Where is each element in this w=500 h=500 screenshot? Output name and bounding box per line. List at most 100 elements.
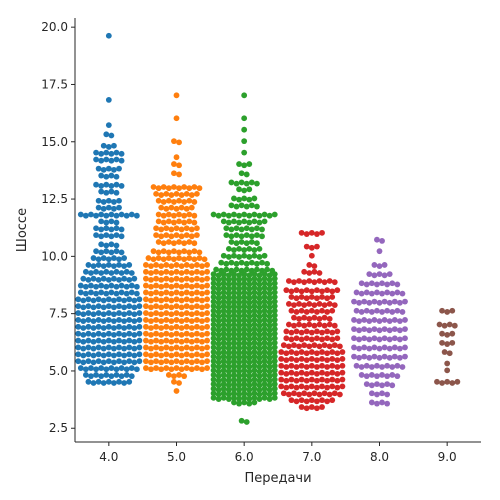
- data-point: [298, 288, 305, 295]
- data-point: [210, 326, 217, 332]
- data-point: [95, 358, 102, 365]
- data-point: [334, 335, 341, 342]
- data-point: [85, 303, 92, 310]
- data-point: [103, 290, 110, 297]
- data-point: [228, 233, 235, 240]
- data-point: [158, 352, 165, 359]
- data-point: [173, 275, 180, 282]
- data-point: [246, 219, 253, 226]
- data-point: [158, 204, 165, 211]
- data-point: [160, 248, 167, 255]
- data-point: [278, 349, 285, 355]
- data-point: [238, 267, 245, 274]
- data-point: [173, 115, 180, 122]
- data-point: [236, 331, 242, 338]
- swarm-series-9.0: [434, 307, 461, 386]
- data-point: [194, 323, 200, 330]
- data-point: [298, 404, 305, 410]
- data-point: [204, 317, 211, 323]
- data-point: [131, 352, 138, 359]
- data-point: [118, 183, 125, 189]
- data-point: [324, 328, 331, 335]
- data-point: [324, 370, 331, 377]
- data-point: [251, 372, 258, 378]
- data-point: [116, 351, 122, 358]
- data-point: [105, 144, 112, 150]
- data-point: [236, 318, 242, 325]
- data-point: [98, 226, 105, 233]
- data-point: [158, 283, 165, 290]
- data-point: [246, 295, 253, 302]
- data-point: [251, 211, 258, 218]
- data-point: [143, 275, 149, 282]
- data-point: [386, 336, 393, 343]
- data-point: [243, 225, 250, 232]
- data-point: [173, 310, 180, 316]
- data-point: [158, 297, 165, 304]
- data-point: [231, 321, 237, 328]
- data-point: [251, 275, 258, 282]
- data-point: [165, 239, 172, 245]
- data-point: [236, 396, 242, 402]
- data-point: [108, 241, 115, 248]
- y-tick-label: 15.0: [41, 135, 68, 149]
- data-point: [225, 322, 232, 329]
- y-axis-title: Шоссе: [15, 208, 30, 252]
- data-point: [85, 296, 92, 303]
- data-point: [371, 335, 378, 342]
- data-point: [366, 271, 373, 277]
- data-point: [98, 365, 105, 371]
- data-point: [298, 294, 305, 300]
- data-point: [319, 376, 325, 383]
- data-point: [178, 263, 185, 270]
- data-point: [334, 364, 341, 370]
- data-point: [261, 298, 268, 305]
- data-point: [293, 384, 300, 391]
- data-point: [374, 391, 380, 398]
- data-point: [173, 337, 180, 344]
- data-point: [353, 289, 360, 296]
- data-point: [329, 336, 336, 343]
- data-point: [85, 344, 92, 351]
- data-point: [397, 327, 403, 334]
- data-point: [271, 298, 278, 305]
- data-point: [143, 289, 149, 296]
- data-point: [291, 279, 297, 286]
- data-point: [215, 276, 222, 283]
- data-point: [148, 359, 154, 366]
- data-point: [111, 345, 117, 352]
- data-point: [251, 362, 258, 369]
- data-point: [256, 304, 263, 311]
- data-point: [308, 349, 315, 355]
- data-point: [178, 283, 185, 290]
- data-point: [351, 298, 357, 305]
- data-point: [121, 263, 128, 270]
- data-point: [158, 276, 165, 283]
- data-point: [116, 204, 122, 211]
- data-point: [241, 321, 248, 328]
- data-point: [155, 211, 162, 218]
- data-point: [118, 157, 125, 164]
- data-point: [111, 275, 117, 282]
- data-point: [163, 330, 170, 337]
- data-point: [303, 357, 310, 363]
- data-point: [306, 270, 313, 276]
- data-point: [379, 364, 385, 370]
- data-point: [371, 298, 378, 305]
- data-point: [220, 312, 227, 319]
- data-point: [225, 336, 232, 343]
- data-point: [264, 266, 271, 273]
- data-point: [241, 294, 248, 300]
- data-point: [168, 276, 175, 283]
- data-point: [271, 362, 278, 369]
- data-point: [246, 281, 253, 288]
- data-point: [251, 289, 258, 296]
- data-point: [80, 275, 87, 282]
- data-point: [236, 364, 242, 370]
- data-point: [105, 358, 112, 365]
- data-point: [256, 345, 263, 352]
- data-point: [116, 330, 122, 337]
- data-point: [204, 351, 211, 358]
- data-point: [339, 355, 346, 362]
- data-point: [316, 278, 323, 284]
